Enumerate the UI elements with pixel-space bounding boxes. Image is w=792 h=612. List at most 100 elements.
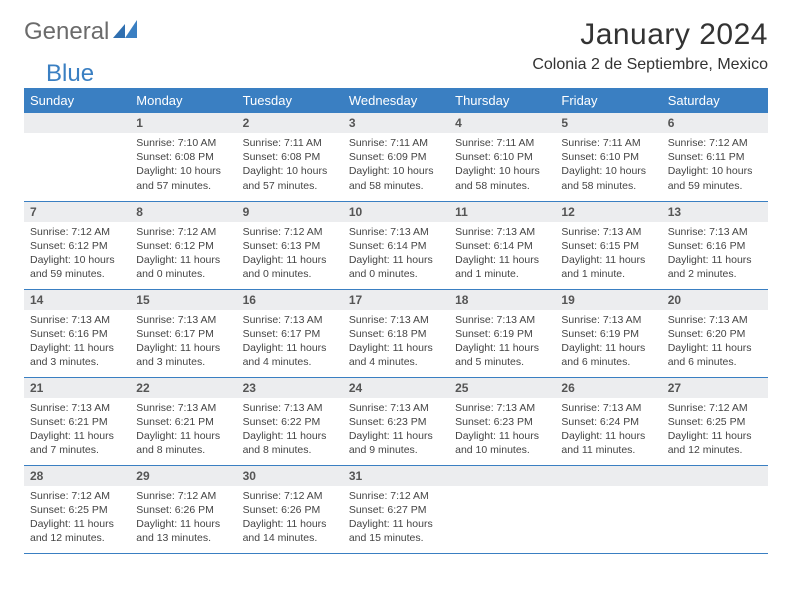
- calendar-day-cell: 11Sunrise: 7:13 AMSunset: 6:14 PMDayligh…: [449, 201, 555, 289]
- day-details: Sunrise: 7:13 AMSunset: 6:16 PMDaylight:…: [662, 222, 768, 288]
- day-number: [24, 113, 130, 133]
- day-detail-line: Sunset: 6:09 PM: [349, 150, 443, 164]
- day-detail-line: Sunrise: 7:13 AM: [30, 401, 124, 415]
- day-detail-line: Daylight: 11 hours and 15 minutes.: [349, 517, 443, 545]
- calendar-day-cell: 9 Sunrise: 7:12 AMSunset: 6:13 PMDaylight…: [237, 201, 343, 289]
- day-detail-line: Sunset: 6:19 PM: [561, 327, 655, 341]
- weekday-header: Tuesday: [237, 88, 343, 113]
- calendar-day-cell: 30Sunrise: 7:12 AMSunset: 6:26 PMDayligh…: [237, 465, 343, 553]
- day-detail-line: Sunrise: 7:13 AM: [136, 313, 230, 327]
- day-number: 4: [449, 113, 555, 133]
- day-number: 10: [343, 202, 449, 222]
- title-block: January 2024 Colonia 2 de Septiembre, Me…: [532, 18, 768, 74]
- day-detail-line: Sunrise: 7:13 AM: [668, 313, 762, 327]
- day-details: Sunrise: 7:13 AMSunset: 6:17 PMDaylight:…: [237, 310, 343, 376]
- day-detail-line: Daylight: 11 hours and 8 minutes.: [243, 429, 337, 457]
- location-label: Colonia 2 de Septiembre, Mexico: [532, 56, 768, 74]
- calendar-day-cell: 2Sunrise: 7:11 AMSunset: 6:08 PMDaylight…: [237, 113, 343, 201]
- calendar-day-cell: 15Sunrise: 7:13 AMSunset: 6:17 PMDayligh…: [130, 289, 236, 377]
- day-detail-line: Sunset: 6:12 PM: [136, 239, 230, 253]
- day-details: Sunrise: 7:11 AMSunset: 6:10 PMDaylight:…: [555, 133, 661, 199]
- day-detail-line: Sunrise: 7:12 AM: [668, 401, 762, 415]
- calendar-day-cell: 10Sunrise: 7:13 AMSunset: 6:14 PMDayligh…: [343, 201, 449, 289]
- day-detail-line: Sunset: 6:08 PM: [136, 150, 230, 164]
- day-details: Sunrise: 7:11 AMSunset: 6:09 PMDaylight:…: [343, 133, 449, 199]
- day-details: Sunrise: 7:13 AMSunset: 6:21 PMDaylight:…: [24, 398, 130, 464]
- day-detail-line: Sunset: 6:19 PM: [455, 327, 549, 341]
- day-detail-line: Daylight: 10 hours and 57 minutes.: [243, 164, 337, 192]
- day-detail-line: Daylight: 11 hours and 0 minutes.: [243, 253, 337, 281]
- day-detail-line: Sunset: 6:12 PM: [30, 239, 124, 253]
- day-detail-line: Sunset: 6:10 PM: [561, 150, 655, 164]
- weekday-header: Wednesday: [343, 88, 449, 113]
- calendar-day-cell: 28Sunrise: 7:12 AMSunset: 6:25 PMDayligh…: [24, 465, 130, 553]
- brand-part2: Blue: [46, 60, 94, 88]
- day-detail-line: Sunset: 6:25 PM: [30, 503, 124, 517]
- calendar-day-cell: 16Sunrise: 7:13 AMSunset: 6:17 PMDayligh…: [237, 289, 343, 377]
- day-detail-line: Daylight: 11 hours and 10 minutes.: [455, 429, 549, 457]
- day-number: 20: [662, 290, 768, 310]
- day-detail-line: Daylight: 11 hours and 4 minutes.: [349, 341, 443, 369]
- day-detail-line: Sunrise: 7:11 AM: [349, 136, 443, 150]
- day-detail-line: Sunset: 6:13 PM: [243, 239, 337, 253]
- day-detail-line: Daylight: 11 hours and 12 minutes.: [668, 429, 762, 457]
- day-details: Sunrise: 7:13 AMSunset: 6:14 PMDaylight:…: [343, 222, 449, 288]
- day-details: Sunrise: 7:13 AMSunset: 6:22 PMDaylight:…: [237, 398, 343, 464]
- day-detail-line: Sunrise: 7:12 AM: [668, 136, 762, 150]
- day-detail-line: Daylight: 11 hours and 2 minutes.: [668, 253, 762, 281]
- calendar-day-cell: 24Sunrise: 7:13 AMSunset: 6:23 PMDayligh…: [343, 377, 449, 465]
- day-number: 9: [237, 202, 343, 222]
- calendar-week-row: 21Sunrise: 7:13 AMSunset: 6:21 PMDayligh…: [24, 377, 768, 465]
- day-detail-line: Sunrise: 7:13 AM: [561, 401, 655, 415]
- day-details: Sunrise: 7:13 AMSunset: 6:17 PMDaylight:…: [130, 310, 236, 376]
- brand-logo: General: [24, 18, 141, 46]
- calendar-day-cell: 26Sunrise: 7:13 AMSunset: 6:24 PMDayligh…: [555, 377, 661, 465]
- day-detail-line: Sunset: 6:21 PM: [30, 415, 124, 429]
- day-detail-line: Daylight: 11 hours and 5 minutes.: [455, 341, 549, 369]
- day-detail-line: Sunrise: 7:12 AM: [349, 489, 443, 503]
- calendar-day-cell: 14Sunrise: 7:13 AMSunset: 6:16 PMDayligh…: [24, 289, 130, 377]
- day-detail-line: Daylight: 11 hours and 3 minutes.: [30, 341, 124, 369]
- day-number: 14: [24, 290, 130, 310]
- calendar-day-cell: 18Sunrise: 7:13 AMSunset: 6:19 PMDayligh…: [449, 289, 555, 377]
- day-detail-line: Daylight: 11 hours and 8 minutes.: [136, 429, 230, 457]
- day-detail-line: Sunset: 6:20 PM: [668, 327, 762, 341]
- brand-mark-icon: [113, 20, 139, 38]
- day-detail-line: Sunset: 6:14 PM: [349, 239, 443, 253]
- day-number: 16: [237, 290, 343, 310]
- day-detail-line: Sunset: 6:23 PM: [455, 415, 549, 429]
- day-details: Sunrise: 7:11 AMSunset: 6:08 PMDaylight:…: [237, 133, 343, 199]
- calendar-day-cell: 19Sunrise: 7:13 AMSunset: 6:19 PMDayligh…: [555, 289, 661, 377]
- calendar-day-cell: 13Sunrise: 7:13 AMSunset: 6:16 PMDayligh…: [662, 201, 768, 289]
- weekday-header: Friday: [555, 88, 661, 113]
- day-number: 5: [555, 113, 661, 133]
- day-number: [449, 466, 555, 486]
- day-details: Sunrise: 7:13 AMSunset: 6:19 PMDaylight:…: [449, 310, 555, 376]
- calendar-day-cell: 27Sunrise: 7:12 AMSunset: 6:25 PMDayligh…: [662, 377, 768, 465]
- day-detail-line: Sunrise: 7:13 AM: [243, 313, 337, 327]
- day-details: Sunrise: 7:13 AMSunset: 6:18 PMDaylight:…: [343, 310, 449, 376]
- day-details: Sunrise: 7:12 AMSunset: 6:25 PMDaylight:…: [662, 398, 768, 464]
- day-detail-line: Sunrise: 7:12 AM: [30, 225, 124, 239]
- day-details: Sunrise: 7:12 AMSunset: 6:12 PMDaylight:…: [130, 222, 236, 288]
- day-detail-line: Sunrise: 7:13 AM: [668, 225, 762, 239]
- day-detail-line: Sunrise: 7:13 AM: [561, 313, 655, 327]
- day-detail-line: Sunrise: 7:13 AM: [349, 225, 443, 239]
- day-detail-line: Sunset: 6:27 PM: [349, 503, 443, 517]
- day-number: 15: [130, 290, 236, 310]
- day-number: 17: [343, 290, 449, 310]
- day-detail-line: Daylight: 11 hours and 0 minutes.: [349, 253, 443, 281]
- day-detail-line: Sunset: 6:24 PM: [561, 415, 655, 429]
- day-detail-line: Sunrise: 7:13 AM: [455, 401, 549, 415]
- day-details: Sunrise: 7:13 AMSunset: 6:15 PMDaylight:…: [555, 222, 661, 288]
- day-number: [662, 466, 768, 486]
- day-detail-line: Daylight: 11 hours and 4 minutes.: [243, 341, 337, 369]
- day-number: 23: [237, 378, 343, 398]
- day-detail-line: Sunset: 6:18 PM: [349, 327, 443, 341]
- day-number: 1: [130, 113, 236, 133]
- day-detail-line: Sunset: 6:22 PM: [243, 415, 337, 429]
- day-detail-line: Sunrise: 7:12 AM: [243, 225, 337, 239]
- day-detail-line: Sunset: 6:14 PM: [455, 239, 549, 253]
- day-detail-line: Sunset: 6:10 PM: [455, 150, 549, 164]
- day-detail-line: Daylight: 11 hours and 14 minutes.: [243, 517, 337, 545]
